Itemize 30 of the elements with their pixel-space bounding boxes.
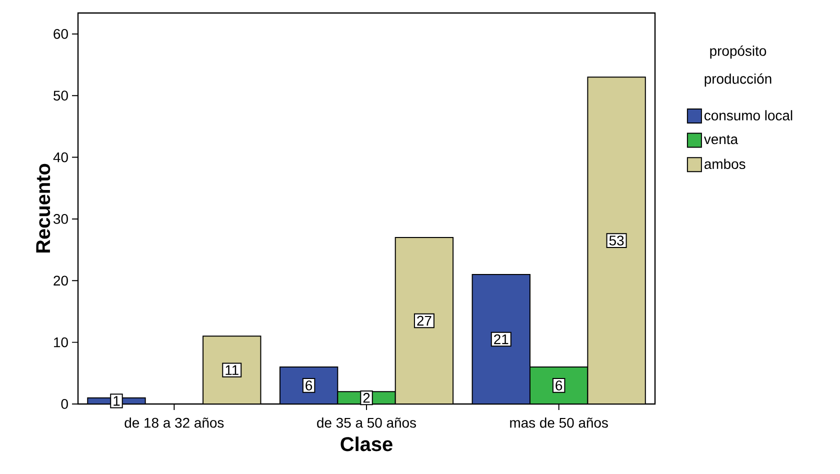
data-label: 6 [306,380,312,390]
bar [587,76,646,404]
legend-label: consumo local [704,110,792,120]
y-tick-label: 60 [54,29,68,39]
data-label: 53 [609,236,624,246]
y-tick-label: 20 [54,276,68,286]
y-axis-title: Recuento [36,164,50,253]
y-tick-label: 50 [54,90,68,101]
bar [203,336,261,404]
data-label: 6 [556,380,562,390]
bar [529,366,588,404]
x-axis-title: Clase [340,436,392,452]
data-label: 27 [417,316,432,326]
y-tick-label: 30 [54,214,68,224]
x-tick-label: mas de 50 años [510,418,608,428]
legend-label: venta [704,135,738,144]
data-label: 11 [226,365,238,375]
y-tick-label: 0 [61,399,68,409]
x-tick-label: de 35 a 50 años [317,418,416,428]
bar [280,366,338,404]
bar [472,274,530,404]
x-tick-label: de 18 a 32 años [124,418,224,428]
bar [395,237,454,404]
y-tick-label: 10 [54,337,68,348]
data-label: 2 [363,392,370,403]
data-label: 21 [494,334,508,344]
legend-title: propósito producción [704,45,772,87]
legend-label: ambos [704,158,746,170]
y-tick-label: 40 [53,152,68,162]
data-label: 1 [114,396,120,406]
